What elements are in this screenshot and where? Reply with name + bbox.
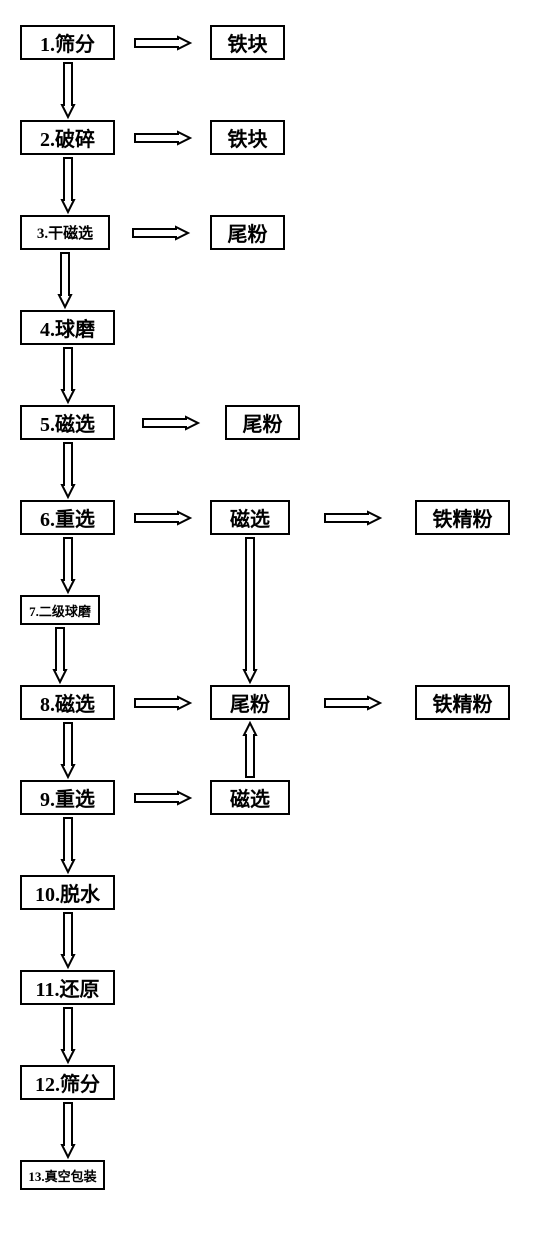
flow-node-label: 磁选: [230, 783, 270, 812]
arrow-right: [133, 225, 192, 241]
flow-node-step6: 6.重选: [20, 500, 115, 535]
flow-node-step7: 7.二级球磨: [20, 595, 100, 625]
arrow-down: [60, 63, 76, 121]
flow-node-mid8: 尾粉: [210, 685, 290, 720]
arrow-right: [135, 35, 194, 51]
flow-node-step10: 10.脱水: [20, 875, 115, 910]
flow-node-step4: 4.球磨: [20, 310, 115, 345]
arrow-down: [60, 443, 76, 501]
flow-node-step5: 5.磁选: [20, 405, 115, 440]
flow-node-label: 11.还原: [36, 973, 100, 1002]
flow-node-out3: 尾粉: [210, 215, 285, 250]
flow-node-label: 4.球磨: [40, 313, 95, 342]
flow-node-step1: 1.筛分: [20, 25, 115, 60]
flow-node-out1: 铁块: [210, 25, 285, 60]
flow-node-label: 3.干磁选: [37, 222, 93, 243]
arrow-right: [325, 695, 384, 711]
arrow-down: [52, 628, 68, 686]
flow-node-label: 磁选: [230, 503, 270, 532]
flow-node-step3: 3.干磁选: [20, 215, 110, 250]
arrow-down: [242, 538, 258, 686]
flow-node-step9: 9.重选: [20, 780, 115, 815]
arrow-down: [60, 538, 76, 596]
flow-node-step11: 11.还原: [20, 970, 115, 1005]
arrow-right: [325, 510, 384, 526]
flow-node-step8: 8.磁选: [20, 685, 115, 720]
arrow-up: [242, 721, 258, 779]
arrow-down: [60, 818, 76, 876]
flow-node-label: 5.磁选: [40, 408, 95, 437]
arrow-right: [135, 510, 194, 526]
arrow-down: [60, 158, 76, 216]
flow-node-label: 2.破碎: [40, 123, 95, 152]
flow-node-label: 6.重选: [40, 503, 95, 532]
flow-node-label: 7.二级球磨: [29, 601, 91, 620]
flow-node-label: 铁块: [228, 123, 268, 152]
arrow-down: [57, 253, 73, 311]
flow-node-label: 铁精粉: [433, 503, 493, 532]
flow-node-mid6: 磁选: [210, 500, 290, 535]
flow-node-step2: 2.破碎: [20, 120, 115, 155]
arrow-right: [135, 695, 194, 711]
flow-node-out6: 铁精粉: [415, 500, 510, 535]
arrow-right: [135, 130, 194, 146]
flow-node-label: 10.脱水: [35, 878, 100, 907]
flow-node-label: 8.磁选: [40, 688, 95, 717]
flow-node-label: 铁精粉: [433, 688, 493, 717]
arrow-down: [60, 1103, 76, 1161]
flow-node-label: 尾粉: [230, 688, 270, 717]
arrow-down: [60, 348, 76, 406]
flow-node-step13: 13.真空包装: [20, 1160, 105, 1190]
flow-node-out5: 尾粉: [225, 405, 300, 440]
arrow-down: [60, 1008, 76, 1066]
flow-node-label: 1.筛分: [40, 28, 95, 57]
arrow-right: [135, 790, 194, 806]
flow-node-out2: 铁块: [210, 120, 285, 155]
flow-node-label: 尾粉: [228, 218, 268, 247]
flow-node-out8: 铁精粉: [415, 685, 510, 720]
flow-node-label: 13.真空包装: [28, 1166, 96, 1185]
flow-node-label: 9.重选: [40, 783, 95, 812]
arrow-down: [60, 913, 76, 971]
flow-node-step12: 12.筛分: [20, 1065, 115, 1100]
arrow-down: [60, 723, 76, 781]
flow-node-label: 铁块: [228, 28, 268, 57]
arrow-right: [143, 415, 202, 431]
flow-node-label: 尾粉: [243, 408, 283, 437]
flow-node-mid9: 磁选: [210, 780, 290, 815]
flow-node-label: 12.筛分: [35, 1068, 100, 1097]
flowchart-canvas: 1.筛分铁块2.破碎铁块3.干磁选尾粉4.球磨5.磁选尾粉6.重选磁选铁精粉7.…: [0, 0, 541, 1244]
